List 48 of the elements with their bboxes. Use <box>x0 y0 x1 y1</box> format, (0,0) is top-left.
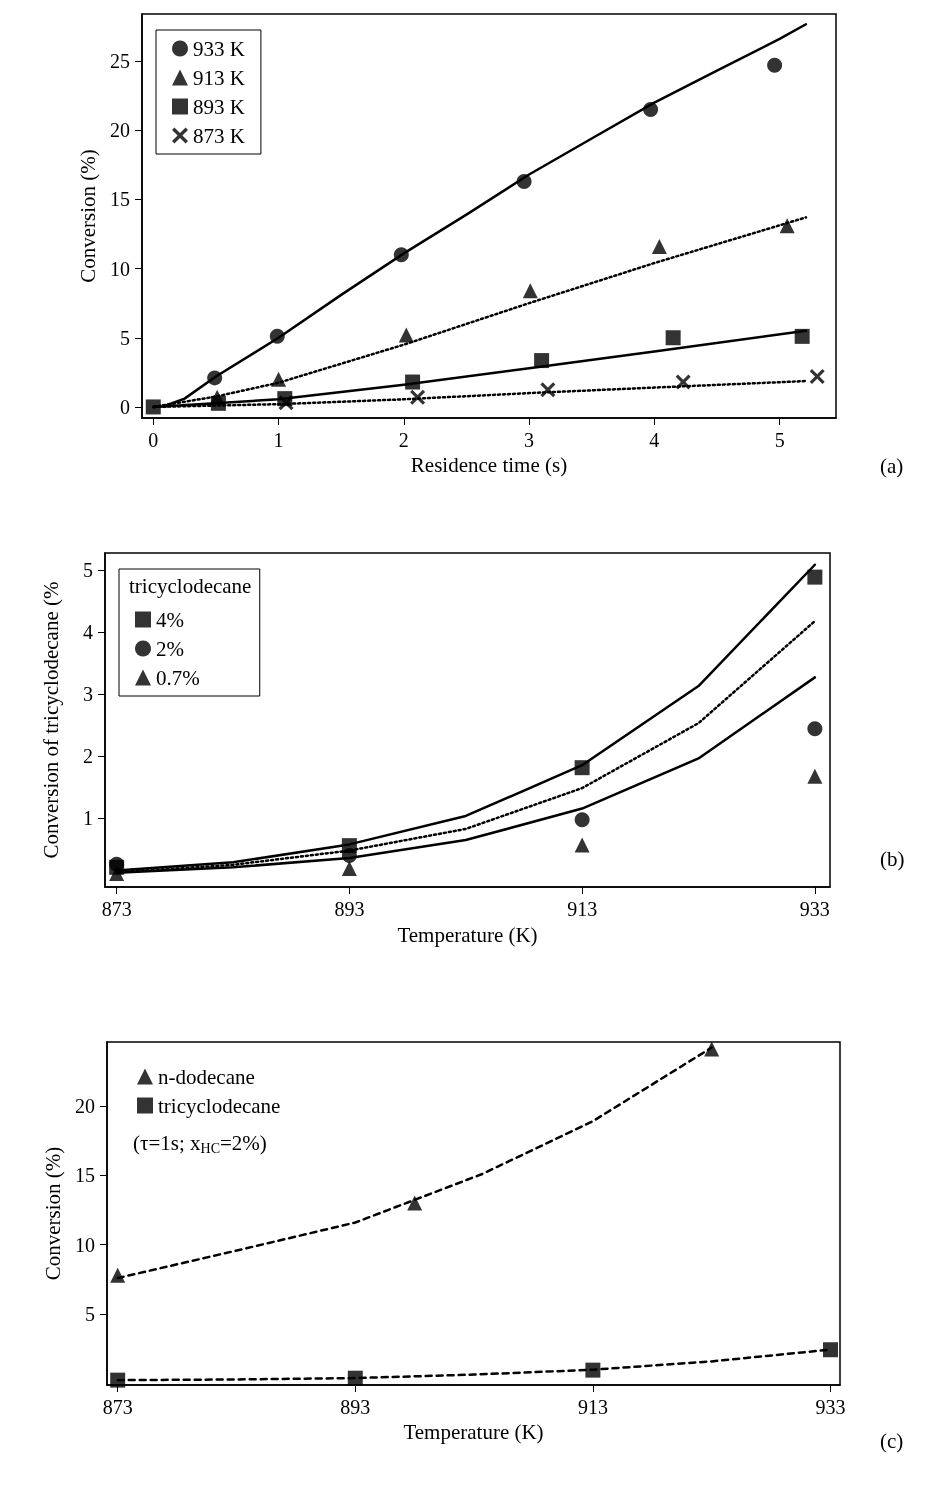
x-tick-label: 1 <box>273 429 284 451</box>
y-axis-title: Conversion of tricyclodecane (% <box>38 581 63 859</box>
legend-label: 4% <box>156 607 184 632</box>
y-tick-label: 25 <box>110 50 130 73</box>
x-tick-label: 893 <box>334 898 365 921</box>
text: (a) <box>880 453 904 478</box>
x-tick-label: 0 <box>148 429 159 451</box>
legend-label: 893 K <box>193 94 245 119</box>
x-tick-label: 4 <box>649 429 660 451</box>
x-tick-label: 913 <box>577 1396 608 1418</box>
legend-label: 933 K <box>193 36 245 61</box>
x-tick-label: 933 <box>815 1396 846 1418</box>
x-tick-label: 933 <box>799 898 830 921</box>
y-tick-label: 5 <box>120 326 130 349</box>
y-tick-label: 15 <box>75 1164 95 1187</box>
legend-label: 873 K <box>193 123 245 148</box>
y-tick-label: 10 <box>110 257 130 280</box>
x-tick-label: 873 <box>102 1396 133 1418</box>
legend-label: 913 K <box>193 65 245 90</box>
x-tick-label: 893 <box>340 1396 371 1418</box>
y-tick-label: 3 <box>83 683 93 706</box>
y-tick-label: 2 <box>83 744 93 767</box>
text: (c) <box>880 1428 904 1453</box>
x-tick-label: 5 <box>774 429 785 451</box>
x-axis-title: Temperature (K) <box>397 922 538 947</box>
x-tick-label: 873 <box>101 898 132 921</box>
x-tick-label: 913 <box>567 898 598 921</box>
y-axis-title: Conversion (%) <box>40 1146 65 1281</box>
legend-title: tricyclodecane <box>129 573 252 598</box>
y-tick-label: 5 <box>85 1303 95 1326</box>
x-tick-label: 2 <box>398 429 409 451</box>
y-tick-label: 1 <box>83 806 93 829</box>
legend-label: tricyclodecane <box>158 1093 281 1118</box>
y-tick-label: 5 <box>83 559 93 582</box>
legend-label: n-dodecane <box>158 1064 255 1089</box>
y-tick-label: 20 <box>110 119 130 142</box>
y-tick-label: 0 <box>120 395 130 418</box>
x-axis-title: Temperature (K) <box>403 1420 544 1445</box>
legend-label: 2% <box>156 636 184 661</box>
legend-label: 0.7% <box>156 665 200 690</box>
y-tick-label: 20 <box>75 1094 95 1117</box>
text: (b) <box>880 846 905 871</box>
y-tick-label: 10 <box>75 1233 95 1256</box>
x-axis-title: Residence time (s) <box>410 453 568 478</box>
y-tick-label: 15 <box>110 188 130 211</box>
y-axis-title: Conversion (%) <box>75 149 100 283</box>
x-tick-label: 3 <box>524 429 535 451</box>
y-tick-label: 4 <box>83 621 93 644</box>
